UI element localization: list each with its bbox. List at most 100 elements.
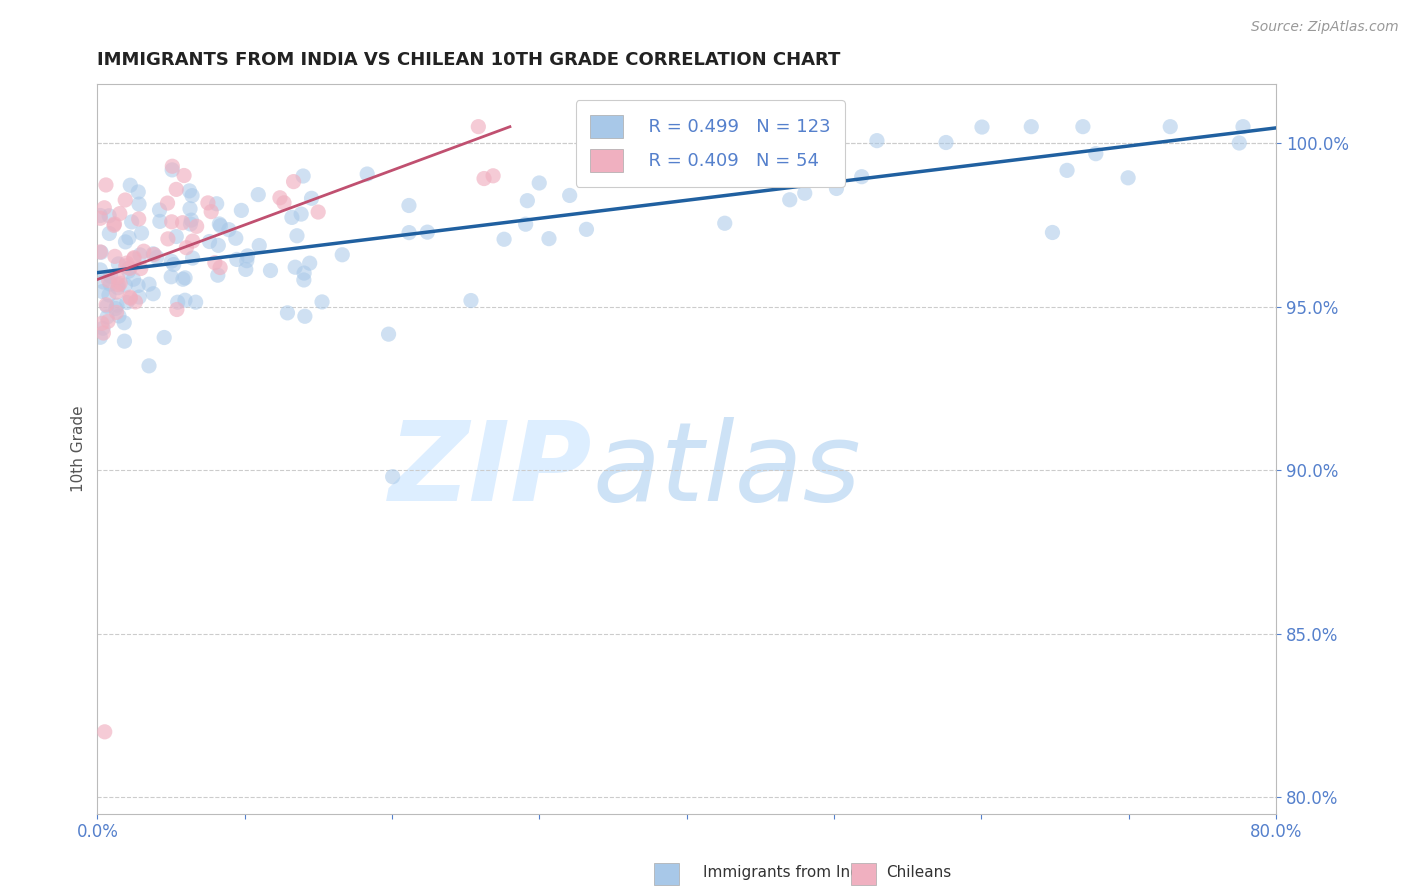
Point bbox=[91, 275, 114, 289]
Point bbox=[94, 178, 117, 192]
Point bbox=[166, 295, 188, 310]
Point bbox=[472, 171, 495, 186]
Point bbox=[114, 235, 136, 249]
Point bbox=[118, 261, 141, 276]
Point bbox=[482, 169, 505, 183]
Point bbox=[713, 216, 735, 230]
Point bbox=[292, 273, 315, 287]
Legend:   R = 0.499   N = 123,   R = 0.409   N = 54: R = 0.499 N = 123, R = 0.409 N = 54 bbox=[575, 101, 845, 186]
Point bbox=[1019, 120, 1042, 134]
Point bbox=[89, 263, 111, 277]
Point bbox=[105, 298, 128, 312]
Point bbox=[1042, 226, 1064, 240]
Point bbox=[107, 281, 129, 295]
Point bbox=[98, 227, 121, 241]
Point bbox=[108, 277, 131, 291]
Point bbox=[118, 230, 141, 244]
Text: ZIP: ZIP bbox=[389, 417, 592, 524]
Point bbox=[205, 196, 228, 211]
Point bbox=[115, 256, 138, 270]
Point bbox=[108, 206, 131, 220]
Point bbox=[311, 294, 333, 309]
Point bbox=[292, 266, 315, 280]
Point bbox=[301, 191, 323, 205]
Point bbox=[1227, 136, 1250, 150]
Point bbox=[143, 247, 166, 261]
Point bbox=[93, 724, 115, 739]
Point bbox=[173, 169, 195, 183]
Text: atlas: atlas bbox=[592, 417, 860, 524]
Text: IMMIGRANTS FROM INDIA VS CHILEAN 10TH GRADE CORRELATION CHART: IMMIGRANTS FROM INDIA VS CHILEAN 10TH GR… bbox=[97, 51, 841, 69]
Point bbox=[89, 209, 111, 223]
Point bbox=[105, 305, 128, 319]
Point bbox=[612, 172, 634, 186]
Point bbox=[118, 290, 141, 304]
Point bbox=[156, 196, 179, 211]
Point bbox=[179, 202, 201, 216]
Point bbox=[209, 219, 232, 233]
Point bbox=[200, 204, 222, 219]
Point bbox=[330, 248, 353, 262]
Point bbox=[273, 195, 295, 210]
Point bbox=[281, 211, 304, 225]
Point bbox=[172, 216, 194, 230]
Point bbox=[184, 295, 207, 310]
Point bbox=[98, 277, 121, 292]
Point bbox=[97, 288, 120, 302]
Point bbox=[128, 197, 150, 211]
Point bbox=[398, 226, 420, 240]
Point bbox=[91, 321, 114, 335]
Point bbox=[163, 258, 186, 272]
Point bbox=[467, 120, 489, 134]
Point bbox=[356, 167, 378, 181]
Point bbox=[247, 187, 270, 202]
Point bbox=[124, 294, 146, 309]
Text: Source: ZipAtlas.com: Source: ZipAtlas.com bbox=[1251, 20, 1399, 34]
Point bbox=[1159, 120, 1181, 134]
Point bbox=[153, 330, 176, 344]
Point bbox=[160, 254, 183, 268]
Point bbox=[96, 310, 118, 324]
Point bbox=[114, 334, 136, 348]
Point bbox=[174, 293, 197, 308]
Point bbox=[307, 205, 329, 219]
Point bbox=[655, 143, 678, 157]
Point bbox=[231, 203, 253, 218]
Point bbox=[292, 169, 315, 183]
Point bbox=[247, 238, 270, 252]
Point bbox=[207, 238, 229, 252]
Point bbox=[637, 136, 659, 150]
Point bbox=[93, 326, 115, 340]
Point bbox=[112, 316, 135, 330]
Point bbox=[1071, 120, 1094, 134]
Point bbox=[160, 269, 183, 284]
Point bbox=[381, 469, 404, 483]
Point bbox=[181, 251, 204, 265]
Point bbox=[121, 215, 143, 229]
Point bbox=[235, 262, 257, 277]
Point bbox=[180, 213, 202, 227]
Point bbox=[225, 252, 247, 267]
Point bbox=[107, 270, 129, 285]
Point bbox=[100, 269, 122, 284]
Point bbox=[165, 182, 187, 196]
Point bbox=[114, 193, 136, 207]
Point bbox=[558, 188, 581, 202]
Point bbox=[198, 235, 221, 249]
Point bbox=[377, 327, 399, 342]
Point bbox=[98, 209, 121, 223]
Point bbox=[93, 201, 115, 215]
Point bbox=[107, 257, 129, 271]
Point bbox=[851, 169, 873, 184]
Point bbox=[225, 231, 247, 245]
Point bbox=[89, 330, 111, 344]
Point bbox=[176, 241, 198, 255]
Point bbox=[122, 272, 145, 286]
Point bbox=[160, 162, 183, 177]
Point bbox=[89, 211, 111, 226]
Point bbox=[148, 202, 170, 217]
Point bbox=[132, 244, 155, 259]
Point bbox=[138, 359, 160, 373]
Point bbox=[142, 286, 165, 301]
Point bbox=[129, 261, 152, 276]
